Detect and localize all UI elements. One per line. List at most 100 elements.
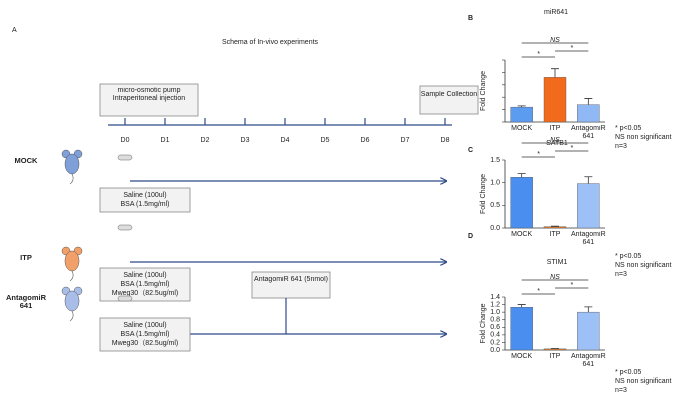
bar	[510, 106, 533, 123]
x-tick-label-wrap: AntagomiR 641	[571, 125, 606, 140]
collection-box-text: Sample Collection	[420, 91, 478, 98]
x-tick-label-wrap: AntagomiR 641	[571, 353, 606, 368]
note: NS non significant	[615, 262, 671, 269]
x-tick-label-wrap: ITP	[549, 231, 561, 238]
x-tick-label: MOCK	[511, 353, 533, 360]
error-bar	[517, 105, 526, 108]
treatment-box	[99, 317, 191, 352]
mouse-body	[64, 250, 80, 272]
x-tick-label-wrap: MOCK	[511, 231, 533, 238]
mouse-body	[64, 153, 80, 175]
y-tick-label: 0.0	[490, 225, 500, 232]
x-tick-label: ITP	[549, 353, 561, 360]
x-tick-label: MOCK	[511, 231, 533, 238]
note: n=3	[615, 387, 627, 394]
y-tick-label: 1.4	[490, 294, 500, 301]
pump-icon	[117, 154, 133, 161]
y-tick-label: 0.0	[490, 347, 500, 354]
group-name-wrap: MOCK	[14, 157, 38, 165]
significance-label: NS	[550, 274, 560, 281]
chart-title: STIM1	[547, 259, 568, 266]
day-label: D8	[441, 137, 450, 144]
group-name: MOCK	[14, 157, 38, 165]
significance-label: *	[537, 51, 540, 58]
note: NS non significant	[615, 134, 671, 141]
error-bar	[584, 306, 593, 313]
group-name: AntagomiR 641	[6, 294, 46, 310]
significance-label: *	[570, 45, 573, 52]
pump-box	[99, 83, 199, 117]
mouse-tail	[69, 270, 74, 282]
panel-letter: D	[468, 233, 473, 240]
treatment-box	[99, 267, 191, 302]
mouse-tail	[69, 173, 74, 185]
y-tick-label: 0.8	[490, 317, 500, 324]
x-tick-label: AntagomiR 641	[571, 231, 606, 246]
y-tick-label: 1.0	[490, 309, 500, 316]
bar	[543, 348, 567, 351]
error-bar	[584, 98, 593, 105]
significance-label: NS	[550, 37, 560, 44]
y-tick-label: 0.2	[490, 339, 500, 346]
treatment-line: BSA (1.5mg/ml)	[120, 331, 169, 338]
schema-title: Schema of In-vivo experiments	[222, 39, 319, 46]
group-name-wrap: AntagomiR 641	[6, 294, 46, 310]
note: * p<0.05	[615, 369, 641, 376]
y-axis-label: Fold Change	[480, 303, 487, 343]
treatment-line: Saline (100ul)	[123, 322, 166, 329]
significance-label: *	[537, 151, 540, 158]
day-label: D0	[121, 137, 130, 144]
significance-label: *	[537, 288, 540, 295]
significance-label: *	[570, 145, 573, 152]
x-tick-label: AntagomiR 641	[571, 353, 606, 368]
pump-icon	[117, 295, 133, 302]
treatment-line: Mweg30（82.5ug/ml)	[112, 289, 179, 297]
x-tick-label-wrap: MOCK	[511, 125, 533, 132]
note: * p<0.05	[615, 125, 641, 132]
day-label: D5	[321, 137, 330, 144]
group-name: ITP	[20, 254, 32, 262]
y-axis-label: Fold Change	[480, 174, 487, 214]
panel-letter: C	[468, 147, 473, 154]
significance-label: NS	[550, 137, 560, 144]
treatment-line: Saline (100ul)	[123, 272, 166, 279]
note: NS non significant	[615, 378, 671, 385]
y-tick-label: 1.2	[490, 301, 500, 308]
bar	[577, 311, 600, 351]
significance-label: *	[570, 282, 573, 289]
y-tick-label: 0.6	[490, 324, 500, 331]
day-label: D6	[361, 137, 370, 144]
treatment-line: BSA (1.5mg/ml)	[120, 281, 169, 288]
collection-box	[419, 85, 479, 115]
x-tick-label: ITP	[549, 125, 561, 132]
error-bar	[517, 173, 526, 178]
x-tick-label: MOCK	[511, 125, 533, 132]
day-label: D7	[401, 137, 410, 144]
mouse-tail	[69, 310, 74, 322]
pump-box-text-wrap: micro-osmotic pump Intraperitoneal injec…	[113, 87, 185, 102]
y-tick-label: 1.0	[490, 180, 500, 187]
x-tick-label: AntagomiR 641	[571, 125, 606, 140]
error-bar	[584, 176, 593, 184]
y-tick-label: 0.4	[490, 332, 500, 339]
day-label: D4	[281, 137, 290, 144]
x-tick-label-wrap: ITP	[549, 353, 561, 360]
x-tick-label: ITP	[549, 231, 561, 238]
pump-icon	[117, 224, 133, 231]
x-tick-label-wrap: AntagomiR 641	[571, 231, 606, 246]
day-label: D1	[161, 137, 170, 144]
collection-box-text-wrap: Sample Collection	[420, 91, 478, 98]
y-tick-label: 1.5	[490, 157, 500, 164]
day-label: D2	[201, 137, 210, 144]
bar	[510, 307, 533, 351]
x-tick-label-wrap: MOCK	[511, 353, 533, 360]
bar	[510, 177, 533, 229]
treatment-line: Saline (100ul)	[123, 192, 166, 199]
error-bar	[551, 68, 559, 78]
y-axis-label: Fold Change	[480, 71, 487, 111]
bar	[543, 77, 567, 123]
panel-letter: B	[468, 15, 473, 22]
note: n=3	[615, 271, 627, 278]
injection-box-text: AntagomiR 641 (5nmol)	[254, 276, 328, 283]
